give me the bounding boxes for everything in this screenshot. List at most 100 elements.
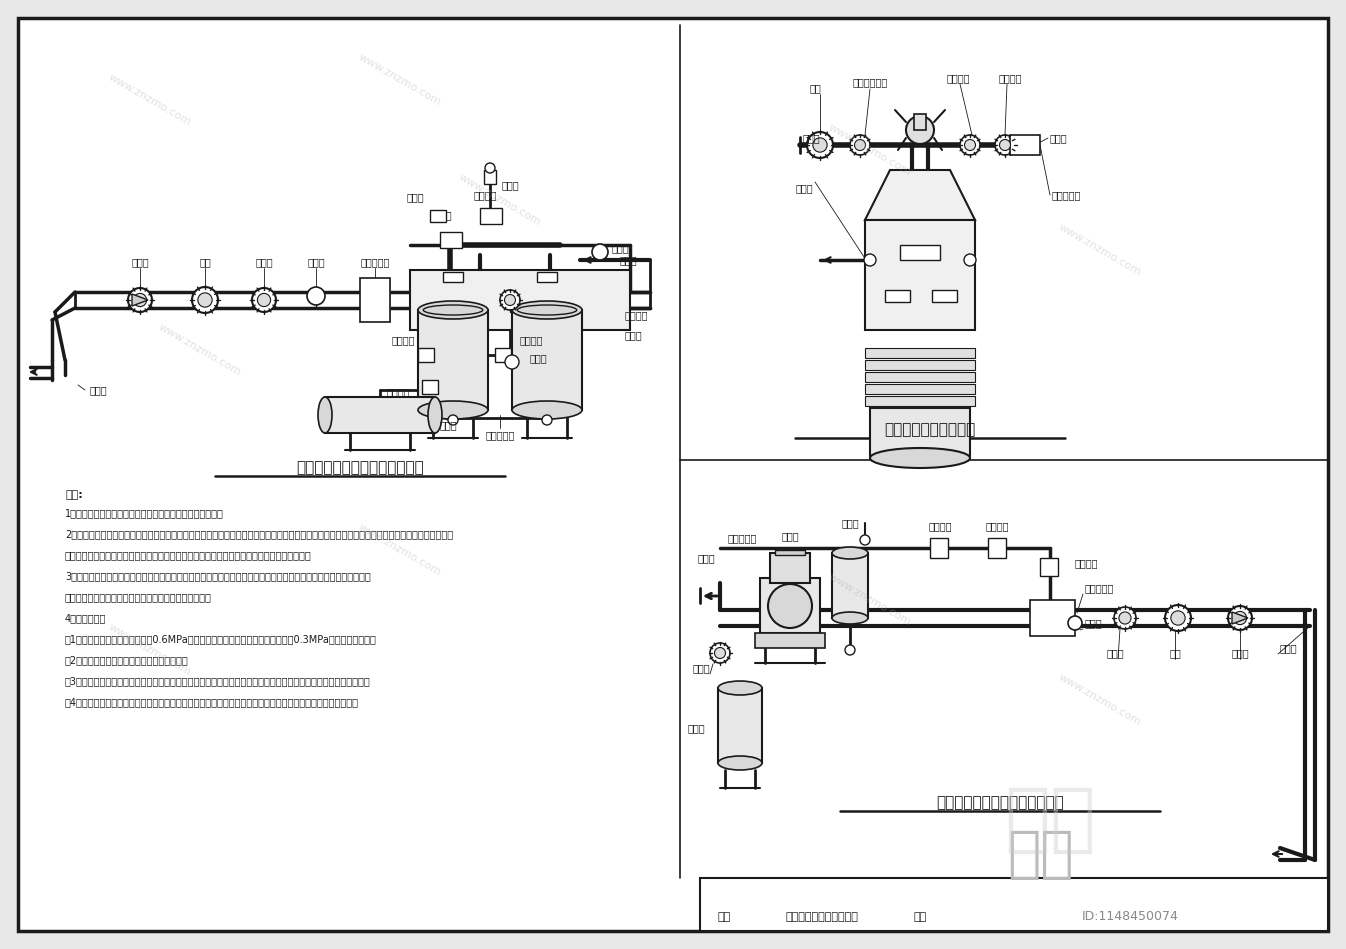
Bar: [865, 220, 975, 330]
Text: www.znzmo.com: www.znzmo.com: [826, 122, 913, 177]
Bar: [537, 272, 557, 282]
Bar: [511, 310, 581, 410]
Circle shape: [715, 647, 725, 659]
Text: 形成一定的压力差，开启施肥专用阀的两个调节阀，将罐体内的肥料压入灌溉系统中进行施肥。: 形成一定的压力差，开启施肥专用阀的两个调节阀，将罐体内的肥料压入灌溉系统中进行施…: [65, 550, 312, 560]
Text: 出水管: 出水管: [1280, 643, 1298, 653]
Text: 水表: 水表: [809, 83, 821, 93]
Circle shape: [851, 135, 870, 155]
Text: 图纸: 图纸: [717, 912, 731, 922]
Text: 3、主要特点：该装置操作简便，施肥均匀，可使肥料直接作用于作物根部，提高肥效，减少浪费，省时、省力。定量: 3、主要特点：该装置操作简便，施肥均匀，可使肥料直接作用于作物根部，提高肥效，减…: [65, 571, 370, 581]
Text: 施肥副阀: 施肥副阀: [520, 335, 544, 345]
Circle shape: [133, 293, 147, 307]
Text: 压力表: 压力表: [621, 255, 638, 265]
Text: （3）每次施完肥后应将两个调节阀关闭，并将罐体中洗干净，不得将肥料留在罐内，以免造成腐蚀，影响使用寿命；: （3）每次施完肥后应将两个调节阀关闭，并将罐体中洗干净，不得将肥料留在罐内，以免…: [65, 676, 370, 686]
Circle shape: [813, 138, 828, 152]
Circle shape: [960, 135, 980, 155]
Text: ID:1148450074: ID:1148450074: [1082, 910, 1179, 923]
Bar: [760, 578, 820, 633]
Text: 1、主要用途：主要用于田间、果园及温室大棚的液液施肥。: 1、主要用途：主要用于田间、果园及温室大棚的液液施肥。: [65, 508, 223, 518]
Bar: [1040, 558, 1058, 576]
Bar: [419, 348, 433, 362]
Circle shape: [964, 254, 976, 266]
Text: 施肥主阀: 施肥主阀: [946, 73, 969, 83]
Text: 网式过滤器: 网式过滤器: [361, 257, 390, 267]
Circle shape: [860, 535, 870, 545]
Text: 施肥装置适用于微灌工程，喷灌施肥只限于喷洒叶面肥。: 施肥装置适用于微灌工程，喷灌施肥只限于喷洒叶面肥。: [65, 592, 211, 602]
Bar: [931, 290, 957, 302]
Circle shape: [965, 140, 976, 151]
Text: 知末: 知末: [1007, 828, 1073, 882]
Text: www.znzmo.com: www.znzmo.com: [157, 323, 244, 378]
Bar: [870, 408, 970, 458]
Circle shape: [855, 140, 865, 151]
Circle shape: [128, 288, 152, 312]
Text: 施肥副阀: 施肥副阀: [929, 521, 952, 531]
Ellipse shape: [419, 401, 489, 419]
Polygon shape: [865, 170, 975, 220]
Ellipse shape: [717, 681, 762, 695]
Bar: [988, 538, 1005, 558]
Text: www.znzmo.com: www.znzmo.com: [106, 623, 192, 678]
Bar: [440, 232, 462, 248]
Text: 施肥罐: 施肥罐: [795, 183, 813, 193]
Text: 地下水微灌首部枢纽装置结构图: 地下水微灌首部枢纽装置结构图: [935, 795, 1063, 810]
Bar: [495, 348, 511, 362]
Bar: [865, 348, 975, 358]
Bar: [429, 210, 446, 222]
Text: www.znzmo.com: www.znzmo.com: [1057, 222, 1143, 278]
Circle shape: [1233, 611, 1246, 624]
Polygon shape: [132, 294, 148, 306]
Text: www.znzmo.com: www.znzmo.com: [357, 522, 443, 578]
Text: 施肥副阀: 施肥副阀: [1075, 558, 1098, 568]
Bar: [423, 380, 437, 394]
Text: 说明:: 说明:: [65, 490, 82, 500]
Polygon shape: [1232, 612, 1248, 624]
Text: 地表水微灌首部枢纽装置结构图: 地表水微灌首部枢纽装置结构图: [296, 460, 424, 475]
Bar: [419, 310, 489, 410]
Bar: [411, 270, 630, 330]
Text: 出水管: 出水管: [90, 385, 108, 395]
Text: 微灌首部枢纽装置结构图: 微灌首部枢纽装置结构图: [786, 912, 859, 922]
Bar: [324, 397, 435, 433]
Text: 施肥罐: 施肥罐: [440, 420, 458, 430]
Text: 控制阀: 控制阀: [256, 257, 273, 267]
Circle shape: [1171, 611, 1184, 625]
Circle shape: [257, 293, 271, 307]
Text: 进水阀: 进水阀: [435, 210, 452, 220]
Text: 反冲洗阀: 反冲洗阀: [625, 310, 649, 320]
Bar: [770, 553, 810, 583]
Circle shape: [485, 163, 495, 173]
Text: www.znzmo.com: www.znzmo.com: [826, 572, 913, 627]
Circle shape: [1067, 616, 1082, 630]
Text: 排气阀: 排气阀: [841, 518, 859, 528]
Text: 施肥主阀: 施肥主阀: [392, 335, 415, 345]
Bar: [481, 208, 502, 224]
Text: 施肥罐: 施肥罐: [688, 723, 705, 733]
Ellipse shape: [832, 612, 868, 624]
Bar: [930, 538, 948, 558]
Text: 控制阀: 控制阀: [692, 663, 709, 673]
Circle shape: [769, 584, 812, 628]
Circle shape: [1000, 140, 1011, 151]
Bar: [755, 633, 825, 648]
Bar: [832, 553, 868, 618]
Text: （4）在施肥装置后应再加装一级带网过滤器，以免将未完全溶解的肥料和杂质等入系统，造成灌溉设施的堵塞。: （4）在施肥装置后应再加装一级带网过滤器，以免将未完全溶解的肥料和杂质等入系统，…: [65, 697, 359, 707]
Text: 施肥副阀: 施肥副阀: [999, 73, 1022, 83]
Circle shape: [252, 288, 276, 312]
Text: 筛网过滤器: 筛网过滤器: [1053, 190, 1081, 200]
Text: 知末: 知末: [1004, 783, 1096, 857]
Circle shape: [906, 116, 934, 144]
Circle shape: [505, 294, 516, 306]
Text: 砂石过滤器: 砂石过滤器: [486, 430, 514, 440]
Circle shape: [845, 645, 855, 655]
Ellipse shape: [717, 756, 762, 770]
Text: 进水阀: 进水阀: [625, 330, 642, 340]
Ellipse shape: [870, 448, 970, 468]
Bar: [700, 878, 1329, 931]
Bar: [900, 245, 940, 260]
Text: 逆止阀: 逆止阀: [131, 257, 149, 267]
Text: 4、注意事项：: 4、注意事项：: [65, 613, 106, 623]
Text: 进水管: 进水管: [697, 553, 715, 563]
Circle shape: [864, 254, 876, 266]
Bar: [865, 372, 975, 382]
